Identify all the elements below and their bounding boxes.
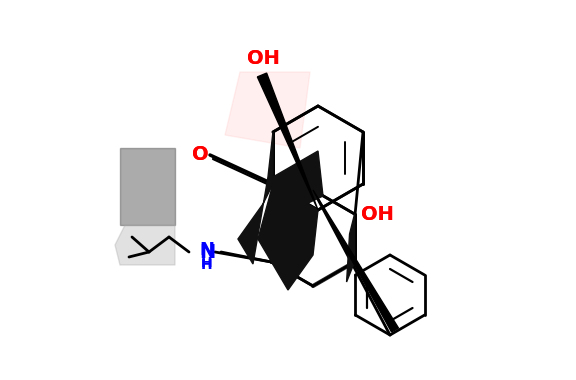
- Text: H: H: [201, 258, 213, 272]
- Polygon shape: [120, 148, 175, 225]
- Text: H: H: [201, 256, 213, 270]
- Polygon shape: [238, 132, 273, 264]
- Polygon shape: [258, 184, 318, 290]
- Polygon shape: [313, 190, 399, 332]
- Text: O: O: [192, 146, 209, 165]
- Text: OH: OH: [247, 49, 279, 68]
- Polygon shape: [347, 214, 355, 282]
- Text: OH: OH: [247, 49, 279, 68]
- Polygon shape: [115, 225, 175, 265]
- Text: OH: OH: [361, 206, 393, 225]
- Text: O: O: [192, 146, 209, 165]
- Text: N: N: [199, 242, 215, 261]
- Polygon shape: [257, 73, 318, 210]
- Polygon shape: [268, 151, 323, 222]
- Text: N: N: [199, 241, 214, 259]
- Polygon shape: [225, 72, 310, 148]
- Text: OH: OH: [361, 206, 393, 225]
